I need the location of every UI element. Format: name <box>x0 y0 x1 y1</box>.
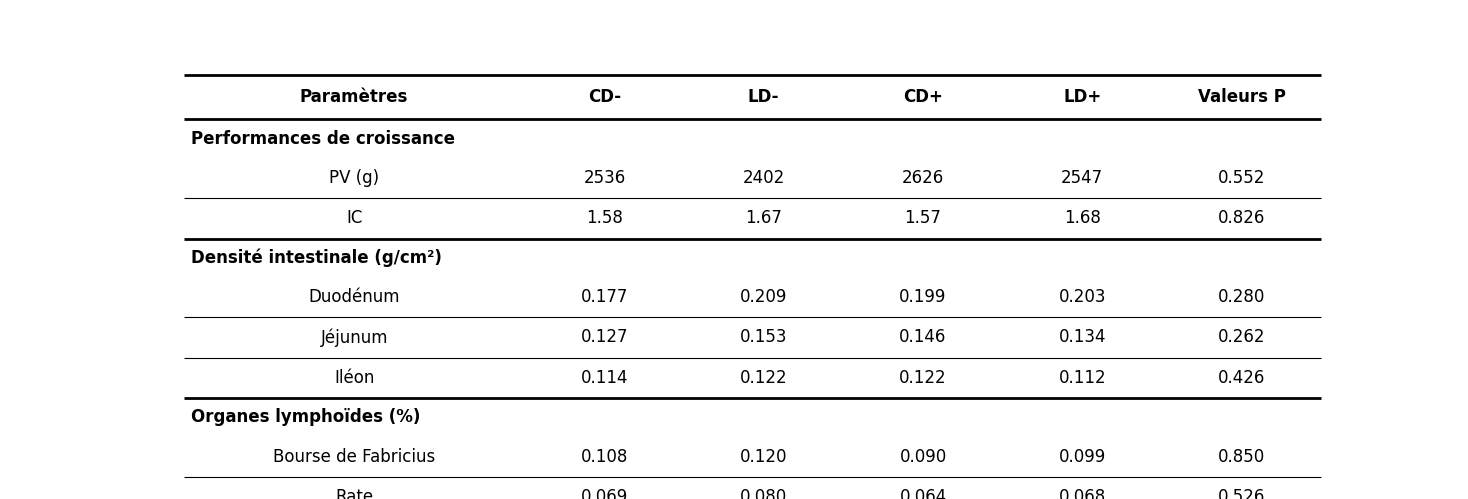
Text: 0.112: 0.112 <box>1058 369 1105 387</box>
Text: 0.203: 0.203 <box>1058 288 1105 306</box>
Text: 0.209: 0.209 <box>740 288 787 306</box>
Text: Bourse de Fabricius: Bourse de Fabricius <box>273 448 436 466</box>
Text: 0.177: 0.177 <box>581 288 628 306</box>
Text: 0.280: 0.280 <box>1218 288 1265 306</box>
Text: 1.67: 1.67 <box>746 210 782 228</box>
Text: 0.122: 0.122 <box>900 369 947 387</box>
Text: 0.099: 0.099 <box>1058 448 1105 466</box>
Text: 0.850: 0.850 <box>1218 448 1265 466</box>
Text: 1.68: 1.68 <box>1064 210 1101 228</box>
Text: Duodénum: Duodénum <box>308 288 399 306</box>
Text: 1.58: 1.58 <box>586 210 622 228</box>
Text: 0.069: 0.069 <box>581 488 628 499</box>
Text: IC: IC <box>346 210 363 228</box>
Text: 1.57: 1.57 <box>904 210 941 228</box>
Text: CD+: CD+ <box>903 88 942 106</box>
Text: Valeurs P: Valeurs P <box>1198 88 1286 106</box>
Text: 0.552: 0.552 <box>1218 169 1265 187</box>
Text: Paramètres: Paramètres <box>299 88 408 106</box>
Text: PV (g): PV (g) <box>329 169 379 187</box>
Text: 0.146: 0.146 <box>900 328 947 346</box>
Text: Organes lymphoïdes (%): Organes lymphoïdes (%) <box>191 408 421 426</box>
Text: Jéjunum: Jéjunum <box>320 328 388 347</box>
Text: Performances de croissance: Performances de croissance <box>191 130 455 148</box>
Text: 2536: 2536 <box>583 169 625 187</box>
Text: 0.153: 0.153 <box>740 328 787 346</box>
Text: 2626: 2626 <box>901 169 944 187</box>
Text: 2547: 2547 <box>1061 169 1104 187</box>
Text: 0.064: 0.064 <box>900 488 947 499</box>
Text: 0.826: 0.826 <box>1218 210 1265 228</box>
Text: 0.080: 0.080 <box>740 488 787 499</box>
Text: Iléon: Iléon <box>333 369 374 387</box>
Text: LD+: LD+ <box>1063 88 1101 106</box>
Text: 0.134: 0.134 <box>1058 328 1105 346</box>
Text: 0.127: 0.127 <box>581 328 628 346</box>
Text: 0.262: 0.262 <box>1218 328 1265 346</box>
Text: 0.199: 0.199 <box>900 288 947 306</box>
Text: 2402: 2402 <box>743 169 785 187</box>
Text: 0.114: 0.114 <box>581 369 628 387</box>
Text: 0.108: 0.108 <box>581 448 628 466</box>
Text: CD-: CD- <box>587 88 621 106</box>
Text: 0.090: 0.090 <box>900 448 947 466</box>
Text: 0.426: 0.426 <box>1218 369 1265 387</box>
Text: LD-: LD- <box>749 88 780 106</box>
Text: Rate: Rate <box>335 488 373 499</box>
Text: Densité intestinale (g/cm²): Densité intestinale (g/cm²) <box>191 249 442 267</box>
Text: 0.120: 0.120 <box>740 448 787 466</box>
Text: 0.068: 0.068 <box>1058 488 1105 499</box>
Text: 0.526: 0.526 <box>1218 488 1265 499</box>
Text: 0.122: 0.122 <box>740 369 787 387</box>
